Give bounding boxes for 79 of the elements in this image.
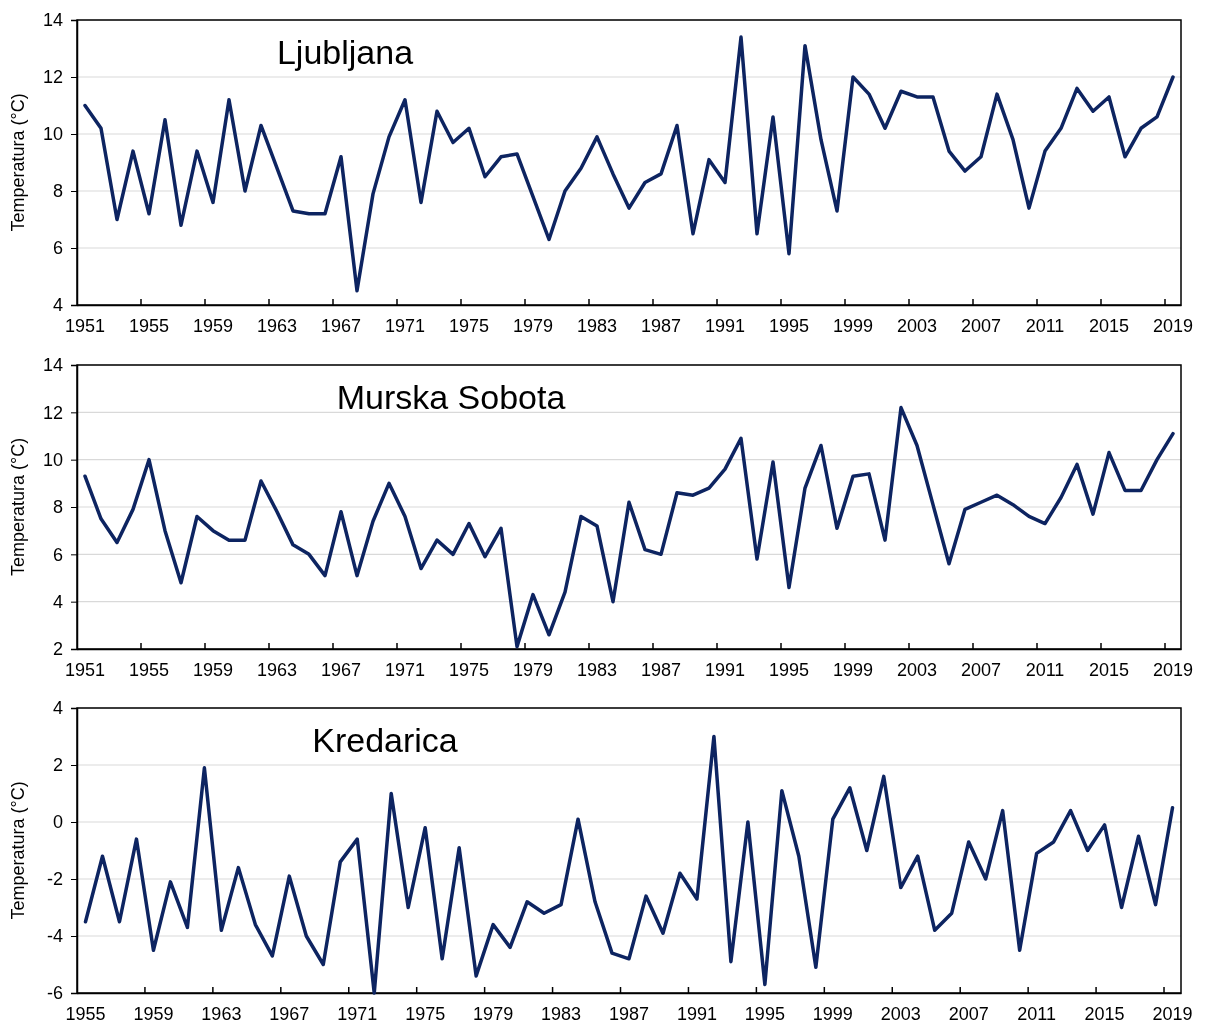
x-tick-label: 1963 — [256, 315, 298, 336]
y-axis-title: Temperatura (°C) — [8, 781, 28, 920]
x-tick-label: 1951 — [64, 315, 106, 336]
y-tick-label: 4 — [52, 295, 63, 316]
x-tick-label: 1963 — [256, 659, 298, 680]
x-tick-label: 1999 — [832, 315, 874, 336]
y-tick-label: 14 — [42, 10, 63, 31]
x-tick-label: 1983 — [576, 659, 618, 680]
x-tick-label: 1967 — [269, 1003, 310, 1024]
x-tick-label: 2003 — [896, 315, 938, 336]
y-tick-label: 10 — [42, 124, 63, 145]
x-tick-label: 1987 — [640, 659, 682, 680]
y-tick-label: 6 — [52, 544, 63, 565]
x-tick-label: 2011 — [1025, 315, 1065, 336]
x-tick-label: 2011 — [1017, 1003, 1056, 1024]
x-tick-label: 1959 — [192, 659, 234, 680]
x-tick-label: 2015 — [1084, 1003, 1125, 1024]
x-tick-label: 2015 — [1088, 315, 1130, 336]
x-tick-label: 1959 — [133, 1003, 174, 1024]
x-tick-label: 1999 — [832, 659, 874, 680]
x-tick-label: 1991 — [704, 659, 746, 680]
x-tick-label: 1999 — [812, 1003, 853, 1024]
x-tick-label: 1979 — [473, 1003, 514, 1024]
x-tick-label: 1955 — [128, 315, 170, 336]
x-tick-label: 1983 — [541, 1003, 582, 1024]
x-tick-label: 1967 — [320, 315, 362, 336]
x-tick-label: 1955 — [65, 1003, 106, 1024]
x-tick-label: 2007 — [960, 315, 1002, 336]
y-tick-label: 4 — [52, 591, 63, 612]
x-tick-label: 1979 — [512, 659, 554, 680]
x-tick-label: 1971 — [384, 659, 426, 680]
y-tick-label: 8 — [52, 181, 63, 202]
x-tick-label: 1963 — [201, 1003, 242, 1024]
x-tick-label: 2003 — [896, 659, 938, 680]
x-tick-label: 2019 — [1152, 315, 1194, 336]
x-tick-label: 1975 — [448, 659, 490, 680]
y-tick-label: -2 — [46, 869, 63, 890]
x-tick-label: 2019 — [1152, 1003, 1193, 1024]
x-tick-label: 1955 — [128, 659, 170, 680]
x-tick-label: 2019 — [1152, 659, 1194, 680]
y-tick-label: 0 — [52, 812, 63, 833]
y-tick-label: 2 — [52, 755, 63, 776]
x-tick-label: 1975 — [405, 1003, 446, 1024]
y-tick-label: 2 — [52, 639, 63, 660]
x-tick-label: 1979 — [512, 315, 554, 336]
x-tick-label: 1995 — [744, 1003, 785, 1024]
x-tick-label: 1975 — [448, 315, 490, 336]
y-tick-label: 10 — [42, 449, 63, 470]
y-tick-label: 12 — [42, 67, 63, 88]
x-tick-label: 1987 — [640, 315, 682, 336]
x-tick-label: 2015 — [1088, 659, 1130, 680]
x-tick-label: 1967 — [320, 659, 362, 680]
x-tick-label: 2007 — [948, 1003, 989, 1024]
y-tick-label: -4 — [46, 926, 63, 947]
x-tick-label: 1995 — [768, 659, 810, 680]
y-tick-label: 4 — [52, 698, 63, 719]
chart-title: Ljubljana — [276, 32, 414, 71]
x-tick-label: 1959 — [192, 315, 234, 336]
y-tick-label: 14 — [42, 355, 63, 376]
x-tick-label: 1951 — [64, 659, 106, 680]
y-axis-title: Temperatura (°C) — [8, 93, 28, 232]
y-axis-title: Temperatura (°C) — [8, 437, 28, 577]
y-tick-label: 6 — [52, 238, 63, 259]
line-series — [83, 35, 1175, 293]
x-tick-label: 2011 — [1025, 659, 1065, 680]
x-tick-label: 1987 — [608, 1003, 650, 1024]
y-tick-label: 8 — [52, 497, 63, 518]
x-tick-label: 1983 — [576, 315, 618, 336]
chart-title: Kredarica — [312, 720, 458, 759]
y-tick-label: -6 — [46, 983, 63, 1004]
x-tick-label: 2007 — [960, 659, 1002, 680]
x-tick-label: 1971 — [384, 315, 426, 336]
x-tick-label: 1991 — [704, 315, 746, 336]
chart-title: Murska Sobota — [336, 377, 566, 416]
y-tick-label: 12 — [42, 402, 63, 423]
x-tick-label: 1995 — [768, 315, 810, 336]
x-tick-label: 1971 — [337, 1003, 378, 1024]
x-tick-label: 2003 — [880, 1003, 921, 1024]
x-tick-label: 1991 — [676, 1003, 717, 1024]
